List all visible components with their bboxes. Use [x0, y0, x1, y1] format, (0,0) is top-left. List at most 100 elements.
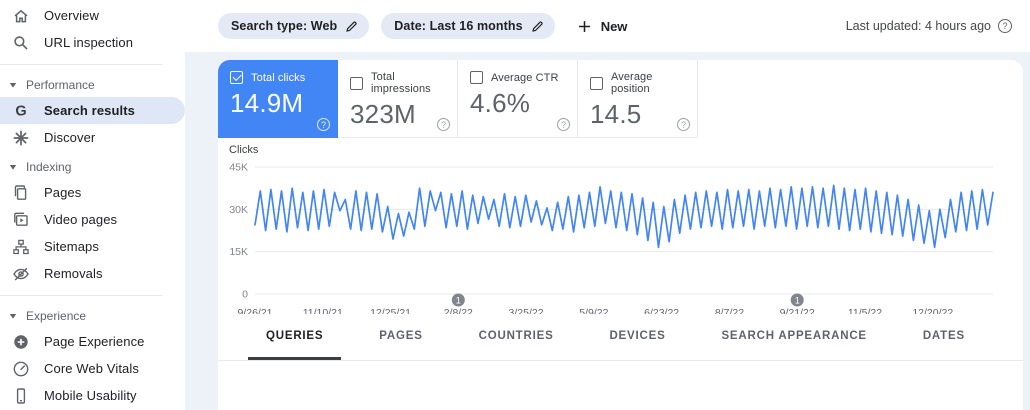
sidebar-item-label: URL inspection	[44, 35, 133, 50]
sidebar-item-label: Overview	[44, 8, 99, 23]
chevron-down-icon	[8, 311, 18, 321]
y-tick-label: 45K	[229, 162, 248, 174]
metric-checkbox[interactable]	[590, 77, 603, 90]
sidebar-section-label: Performance	[26, 78, 95, 92]
svg-text:1: 1	[456, 295, 461, 305]
metric-help-icon[interactable]: ?	[317, 118, 330, 131]
tab-label: SEARCH APPEARANCE	[721, 330, 866, 342]
sidebar-item-url-inspection[interactable]: URL inspection	[0, 29, 185, 56]
metric-label: Total impressions	[371, 71, 447, 95]
clicks-series-line[interactable]	[255, 185, 993, 247]
video-pages-icon	[12, 211, 30, 229]
metric-value: 14.5	[590, 99, 687, 130]
sidebar-item-search-results[interactable]: G Search results	[0, 97, 185, 124]
filter-toolbar: Search type: Web Date: Last 16 months New…	[185, 0, 1030, 52]
sidebar-item-mobile-usability[interactable]: Mobile Usability	[0, 382, 185, 409]
sidebar-item-label: Pages	[44, 185, 81, 200]
tab-dates[interactable]: DATES	[905, 314, 983, 360]
metric-checkbox[interactable]	[350, 77, 363, 90]
date-filter-chip[interactable]: Date: Last 16 months	[381, 13, 554, 39]
sidebar-item-sitemaps[interactable]: Sitemaps	[0, 233, 185, 260]
sitemaps-icon	[12, 238, 30, 256]
sidebar-item-core-web-vitals[interactable]: Core Web Vitals	[0, 355, 185, 382]
last-updated-area: Last updated: 4 hours ago ?	[846, 19, 1012, 33]
tab-devices[interactable]: DEVICES	[591, 314, 683, 360]
tab-label: COUNTRIES	[479, 330, 554, 342]
metric-checkbox[interactable]	[470, 71, 483, 84]
sidebar-divider	[0, 295, 163, 296]
sidebar-divider	[0, 64, 163, 65]
page-experience-icon	[12, 333, 30, 351]
timeline-annotation-badge[interactable]: 1	[791, 294, 804, 307]
sidebar-item-video-pages[interactable]: Video pages	[0, 206, 185, 233]
timeline-annotation-badge[interactable]: 1	[452, 294, 465, 307]
sidebar-item-label: Page Experience	[44, 334, 145, 349]
sidebar-item-label: Mobile Usability	[44, 388, 137, 403]
last-updated-text: Last updated: 4 hours ago	[846, 19, 991, 33]
sidebar-item-label: Discover	[44, 130, 95, 145]
chevron-down-icon	[8, 80, 18, 90]
metric-help-icon[interactable]: ?	[557, 118, 570, 131]
home-icon	[12, 7, 30, 25]
pencil-icon	[531, 20, 544, 33]
tab-queries[interactable]: QUERIES	[248, 314, 341, 360]
metric-help-icon[interactable]: ?	[437, 118, 450, 131]
metric-value: 4.6%	[470, 88, 567, 119]
y-tick-label: 30K	[229, 204, 248, 216]
removals-icon	[12, 265, 30, 283]
sidebar-item-label: Core Web Vitals	[44, 361, 139, 376]
last-updated-help-icon[interactable]: ?	[998, 19, 1012, 33]
core-web-vitals-icon	[12, 360, 30, 378]
clicks-line-chart[interactable]: 015K30K45K9/26/2111/10/2112/25/212/8/223…	[218, 138, 1023, 341]
tab-label: PAGES	[379, 330, 422, 342]
mobile-icon	[12, 387, 30, 405]
sidebar-item-page-experience[interactable]: Page Experience	[0, 328, 185, 355]
metric-card-total-impressions[interactable]: Total impressions 323M?	[338, 60, 458, 138]
sidebar-section-performance[interactable]: Performance	[0, 73, 185, 97]
metric-label: Total clicks	[251, 72, 305, 84]
filter-chips: Search type: Web Date: Last 16 months	[218, 13, 567, 39]
sidebar-item-label: Sitemaps	[44, 239, 99, 254]
y-tick-label: 15K	[229, 246, 248, 258]
metric-checkbox[interactable]	[230, 71, 243, 84]
metric-card-average-position[interactable]: Average position 14.5?	[578, 60, 698, 138]
dimension-tabs: QUERIES PAGES COUNTRIES DEVICES SEARCH APPEA…	[218, 314, 1023, 361]
sidebar-item-pages[interactable]: Pages	[0, 179, 185, 206]
search-type-chip[interactable]: Search type: Web	[218, 13, 369, 39]
sidebar-section-indexing[interactable]: Indexing	[0, 155, 185, 179]
sidebar-item-label: Search results	[44, 103, 135, 118]
g-logo-icon: G	[12, 102, 30, 120]
metric-header: Average position	[590, 71, 687, 95]
sidebar-item-removals[interactable]: Removals	[0, 260, 185, 287]
new-filter-button[interactable]: New	[577, 19, 628, 34]
metric-help-icon[interactable]: ?	[677, 118, 690, 131]
tab-search-appearance[interactable]: SEARCH APPEARANCE	[703, 314, 884, 360]
tab-pages[interactable]: PAGES	[361, 314, 440, 360]
sidebar-section-experience[interactable]: Experience	[0, 304, 185, 328]
metric-card-total-clicks[interactable]: Total clicks 14.9M?	[218, 60, 338, 138]
svg-text:1: 1	[795, 295, 800, 305]
metric-header: Total clicks	[230, 71, 327, 84]
tab-label: DEVICES	[609, 330, 665, 342]
sidebar-nav: Overview URL inspection PerformanceG Search…	[0, 0, 185, 410]
new-filter-label: New	[601, 19, 628, 34]
dimension-table-card: QUERIES PAGES COUNTRIES DEVICES SEARCH APPEA…	[218, 314, 1023, 410]
tab-countries[interactable]: COUNTRIES	[461, 314, 572, 360]
chevron-down-icon	[8, 162, 18, 172]
search-console-app: Overview URL inspection PerformanceG Search…	[0, 0, 1030, 410]
metric-label: Average position	[611, 71, 687, 95]
metric-value: 323M	[350, 99, 447, 130]
sidebar-item-discover[interactable]: Discover	[0, 124, 185, 151]
search-icon	[12, 34, 30, 52]
sidebar-section-label: Experience	[26, 309, 86, 323]
metric-header: Average CTR	[470, 71, 567, 84]
metric-value: 14.9M	[230, 88, 327, 119]
svg-text:G: G	[15, 103, 26, 119]
pencil-icon	[345, 20, 358, 33]
sidebar-item-overview[interactable]: Overview	[0, 2, 185, 29]
metric-card-average-ctr[interactable]: Average CTR 4.6%?	[458, 60, 578, 138]
sidebar-section-label: Indexing	[26, 160, 71, 174]
pages-icon	[12, 184, 30, 202]
y-tick-label: 0	[242, 289, 248, 301]
metric-cards-row: Total clicks 14.9M? Total impressions 323M?…	[218, 60, 1023, 138]
